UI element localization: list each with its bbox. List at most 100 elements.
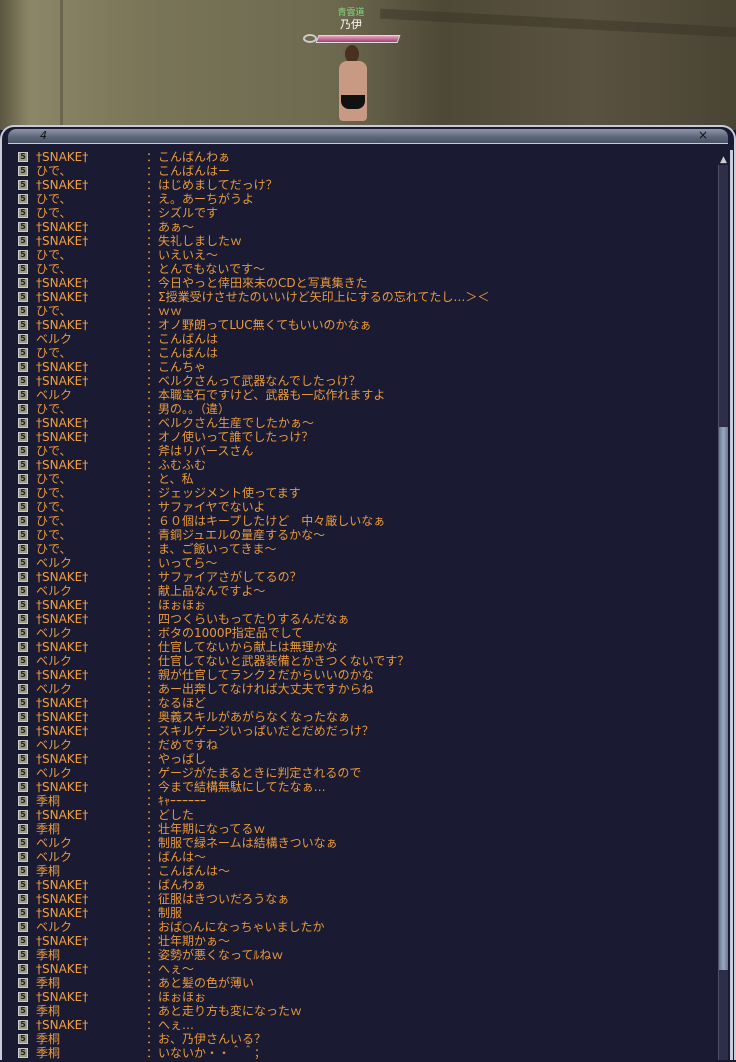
channel-icon: 5 (18, 810, 28, 820)
sender-name[interactable]: ひで、 (36, 402, 72, 416)
sender-name[interactable]: ベルク (36, 766, 73, 780)
message-text: ：ばんわぁ (146, 878, 207, 892)
channel-icon: 5 (18, 936, 28, 946)
message-text: ：失礼しましたｗ (146, 234, 243, 248)
channel-icon: 5 (18, 446, 28, 456)
channel-icon: 5 (18, 460, 28, 470)
sender-name[interactable]: 季桐 (36, 948, 61, 962)
sender-name[interactable]: ベルク (36, 584, 73, 598)
sender-name[interactable]: †SNAKE† (36, 374, 89, 388)
sender-name[interactable]: 季桐 (36, 1032, 61, 1046)
sender-name[interactable]: ひで、 (36, 444, 72, 458)
sender-name[interactable]: ひで、 (36, 514, 72, 528)
message-text: ：Σ授業受けさせたのいいけど矢印上にするの忘れてたし…＞＜ (146, 290, 490, 304)
sender-name[interactable]: †SNAKE† (36, 878, 89, 892)
sender-name[interactable]: ひで、 (36, 472, 72, 486)
sender-name[interactable]: †SNAKE† (36, 808, 89, 822)
sender-name[interactable]: †SNAKE† (36, 1018, 89, 1032)
sender-name[interactable]: ひで、 (36, 164, 72, 178)
sender-name[interactable]: †SNAKE† (36, 360, 89, 374)
sender-name[interactable]: ベルク (36, 836, 73, 850)
sender-name[interactable]: †SNAKE† (36, 962, 89, 976)
sender-name[interactable]: ベルク (36, 654, 73, 668)
sender-name[interactable]: ひで、 (36, 528, 72, 542)
hp-fill (315, 35, 401, 43)
channel-icon: 5 (18, 964, 28, 974)
game-scene[interactable]: 青雲道 乃伊 (0, 0, 736, 130)
channel-icon: 5 (18, 418, 28, 428)
message-text: ：オノ野朗ってLUC無くてもいいのかなぁ (146, 318, 372, 332)
sender-name[interactable]: †SNAKE† (36, 220, 89, 234)
sender-name[interactable]: †SNAKE† (36, 234, 89, 248)
sender-name[interactable]: ひで、 (36, 192, 72, 206)
sender-name[interactable]: ベルク (36, 556, 73, 570)
sender-name[interactable]: ベルク (36, 850, 73, 864)
scroll-up-icon[interactable]: ▲ (720, 155, 727, 165)
sender-name[interactable]: †SNAKE† (36, 458, 89, 472)
sender-name[interactable]: †SNAKE† (36, 150, 89, 164)
player-character[interactable] (333, 45, 373, 130)
sender-name[interactable]: †SNAKE† (36, 318, 89, 332)
sender-name[interactable]: ひで、 (36, 304, 72, 318)
message-text: ：へぇ～ (146, 962, 195, 976)
chat-message: 5 ひで、 ：いえいえ～ (16, 248, 706, 262)
sender-name[interactable]: †SNAKE† (36, 570, 89, 584)
sender-name[interactable]: 季桐 (36, 976, 61, 990)
close-icon[interactable]: × (698, 128, 709, 142)
sender-name[interactable]: 季桐 (36, 794, 61, 808)
sender-name[interactable]: ひで、 (36, 542, 72, 556)
sender-name[interactable]: 季桐 (36, 864, 61, 878)
chat-scrollbar[interactable]: ▲ (718, 155, 728, 1060)
sender-name[interactable]: 季桐 (36, 822, 61, 836)
chat-message: 5 †SNAKE† ：ベルクさん生産でしたかぁ～ (16, 416, 706, 430)
chat-message: 5 季桐 ：いないか・・＾＾； (16, 1046, 706, 1060)
sender-name[interactable]: ひで、 (36, 248, 72, 262)
sender-name[interactable]: ひで、 (36, 206, 72, 220)
sender-name[interactable]: †SNAKE† (36, 290, 89, 304)
channel-icon: 5 (18, 264, 28, 274)
message-text: ：へぇ… (146, 1018, 195, 1032)
sender-name[interactable]: †SNAKE† (36, 416, 89, 430)
message-text: ：あー出奔してなければ大丈夫ですからね (146, 682, 374, 696)
sender-name[interactable]: †SNAKE† (36, 724, 89, 738)
sender-name[interactable]: †SNAKE† (36, 892, 89, 906)
sender-name[interactable]: ベルク (36, 388, 73, 402)
channel-icon: 5 (18, 166, 28, 176)
message-text: ：こんばんわぁ (146, 150, 231, 164)
sender-name[interactable]: 季桐 (36, 1004, 61, 1018)
sender-name[interactable]: †SNAKE† (36, 934, 89, 948)
sender-name[interactable]: ひで、 (36, 346, 72, 360)
sender-name[interactable]: †SNAKE† (36, 668, 89, 682)
sender-name[interactable]: ベルク (36, 738, 73, 752)
scrollbar-thumb[interactable] (719, 427, 728, 970)
sender-name[interactable]: ベルク (36, 332, 73, 346)
sender-name[interactable]: 季桐 (36, 1046, 61, 1060)
sender-name[interactable]: †SNAKE† (36, 780, 89, 794)
sender-name[interactable]: †SNAKE† (36, 710, 89, 724)
sender-name[interactable]: †SNAKE† (36, 612, 89, 626)
sender-name[interactable]: ひで、 (36, 500, 72, 514)
chat-message: 5 ひで、 ：こんばんはー (16, 164, 706, 178)
sender-name[interactable]: †SNAKE† (36, 990, 89, 1004)
sender-name[interactable]: †SNAKE† (36, 752, 89, 766)
channel-icon: 5 (18, 628, 28, 638)
sender-name[interactable]: †SNAKE† (36, 906, 89, 920)
sender-name[interactable]: †SNAKE† (36, 696, 89, 710)
sender-name[interactable]: †SNAKE† (36, 430, 89, 444)
message-text: ：こんばんは～ (146, 864, 231, 878)
sender-name[interactable]: †SNAKE† (36, 598, 89, 612)
chat-message: 5 ベルク ：ボタの1000P指定品でして (16, 626, 706, 640)
sender-name[interactable]: ベルク (36, 682, 73, 696)
sender-name[interactable]: ベルク (36, 626, 73, 640)
message-text: ：壮年期になってるｗ (146, 822, 266, 836)
channel-icon: 5 (18, 796, 28, 806)
channel-icon: 5 (18, 474, 28, 484)
sender-name[interactable]: ひで、 (36, 486, 72, 500)
sender-name[interactable]: †SNAKE† (36, 640, 89, 654)
chat-titlebar[interactable]: 4 × (8, 128, 728, 144)
sender-name[interactable]: †SNAKE† (36, 178, 89, 192)
chat-message: 5 ひで、 ：斧はリバースさん (16, 444, 706, 458)
sender-name[interactable]: †SNAKE† (36, 276, 89, 290)
sender-name[interactable]: ひで、 (36, 262, 72, 276)
sender-name[interactable]: ベルク (36, 920, 73, 934)
